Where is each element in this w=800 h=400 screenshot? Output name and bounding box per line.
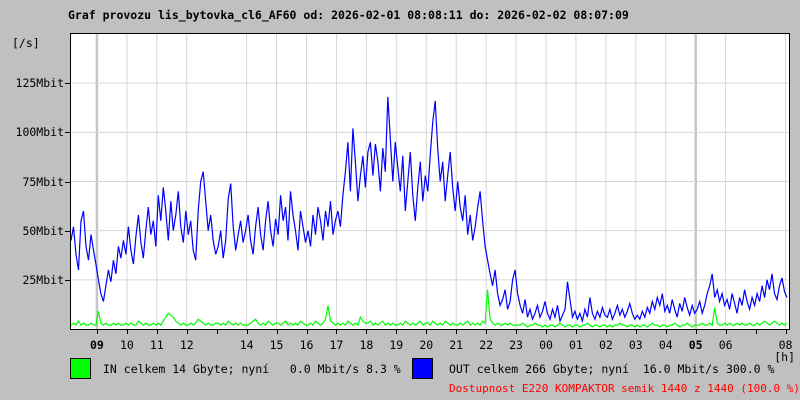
x-tick-mark	[665, 330, 667, 334]
x-tick-mark	[725, 330, 727, 334]
page-title: Graf provozu lis_bytovka_cl6_AF60 od: 20…	[68, 8, 629, 22]
x-tick-label: 08	[778, 338, 793, 352]
traffic-chart	[71, 34, 789, 329]
y-tick-mark	[65, 279, 70, 281]
x-axis-unit-label: [h]	[774, 350, 795, 364]
x-tick-mark	[785, 330, 787, 334]
x-tick-label: 03	[628, 338, 643, 352]
x-tick-mark	[396, 330, 398, 334]
x-tick-label: 10	[119, 338, 134, 352]
x-tick-mark	[516, 330, 518, 334]
y-tick-mark	[65, 132, 70, 134]
x-tick-mark	[126, 330, 128, 334]
x-tick-label: 22	[479, 338, 494, 352]
x-tick-label: 23	[509, 338, 523, 352]
x-tick-label: 12	[179, 338, 194, 352]
series-in	[71, 289, 788, 328]
x-tick-mark	[486, 330, 488, 334]
x-tick-mark	[96, 330, 98, 334]
x-tick-mark	[456, 330, 458, 334]
y-tick-mark	[65, 181, 70, 183]
y-tick-label: 100Mbit	[15, 125, 64, 140]
x-tick-label: 04	[658, 338, 673, 352]
x-tick-label: 14	[239, 338, 254, 352]
y-tick-label: 50Mbit	[22, 223, 64, 238]
y-tick-label: 75Mbit	[22, 174, 64, 189]
x-tick-mark	[366, 330, 368, 334]
x-tick-mark	[695, 330, 697, 334]
legend-swatch-out	[412, 358, 433, 379]
x-tick-label: 15	[269, 338, 284, 352]
x-tick-mark	[605, 330, 607, 334]
x-tick-label: 06	[718, 338, 733, 352]
x-tick-mark	[216, 330, 218, 334]
plot-area	[70, 33, 790, 330]
x-tick-label: 01	[569, 338, 583, 352]
x-tick-mark	[546, 330, 547, 334]
legend-label-in: IN celkem 14 Gbyte; nyní 0.0 Mbit/s 8.3 …	[103, 362, 401, 376]
x-tick-label: 21	[449, 338, 464, 352]
x-tick-mark	[276, 330, 278, 334]
x-tick-label: 11	[149, 338, 164, 352]
x-tick-mark	[246, 330, 248, 334]
x-tick-label: 16	[299, 338, 314, 352]
series-out	[71, 96, 788, 324]
x-tick-mark	[575, 330, 577, 334]
x-tick-label: 00	[539, 338, 553, 352]
x-tick-mark	[426, 330, 428, 334]
x-tick-mark	[186, 330, 188, 334]
y-tick-label: 25Mbit	[22, 272, 64, 287]
y-axis-unit-label: [/s]	[12, 36, 40, 50]
y-tick-mark	[65, 83, 70, 85]
x-tick-label: 09	[90, 338, 104, 352]
x-tick-mark	[635, 330, 637, 334]
x-tick-label: 17	[329, 338, 344, 352]
legend-label-out: OUT celkem 266 Gbyte; nyní 16.0 Mbit/s 3…	[449, 362, 775, 376]
x-tick-label: 20	[419, 338, 434, 352]
y-tick-mark	[65, 230, 70, 232]
x-tick-label: 05	[688, 338, 703, 352]
x-tick-mark	[156, 330, 158, 334]
x-tick-label: 18	[359, 338, 374, 352]
x-tick-mark	[336, 330, 338, 334]
x-tick-mark	[306, 330, 308, 334]
legend-swatch-in	[70, 358, 91, 379]
availability-text: Dostupnost E220 KOMPAKTOR semik 1440 z 1…	[449, 382, 800, 395]
x-tick-label: 02	[598, 338, 613, 352]
y-tick-label: 125Mbit	[15, 76, 64, 91]
x-tick-label: 19	[389, 338, 404, 352]
x-tick-mark	[755, 330, 757, 334]
